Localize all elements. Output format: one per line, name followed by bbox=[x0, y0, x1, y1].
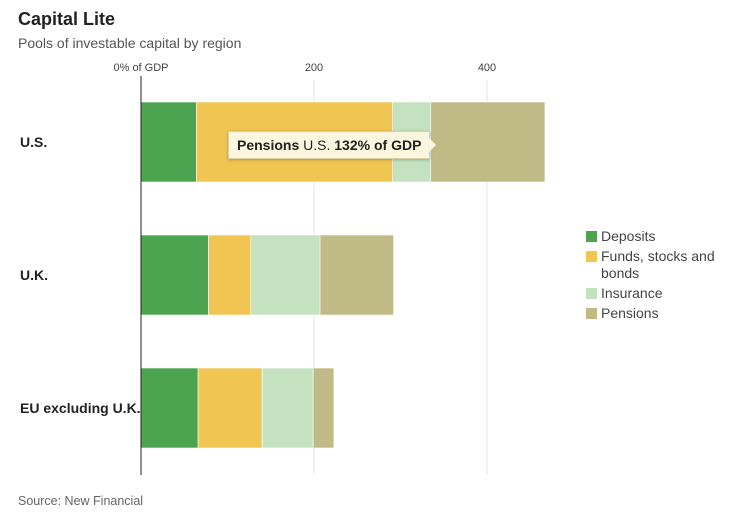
bar-pensions-2[interactable] bbox=[312, 367, 335, 449]
bar-funds-stocks-and-bonds-1[interactable] bbox=[208, 234, 252, 316]
legend-swatch bbox=[586, 308, 597, 319]
legend-swatch bbox=[586, 251, 597, 262]
legend-item: Pensions bbox=[586, 305, 726, 322]
x-tick-label: 200 bbox=[305, 62, 323, 74]
category-labels: U.S. U.K. EU excluding U.K. bbox=[20, 134, 141, 416]
bars bbox=[140, 101, 546, 449]
bar-pensions-0[interactable] bbox=[430, 101, 546, 183]
legend-label: Deposits bbox=[601, 228, 656, 244]
legend-item: Insurance bbox=[586, 285, 726, 302]
legend-label: Pensions bbox=[601, 305, 659, 321]
tooltip-value: 132% of GDP bbox=[334, 137, 422, 153]
legend: Deposits Funds, stocks and bonds Insurance… bbox=[586, 228, 726, 325]
chart-subtitle: Pools of investable capital by region bbox=[18, 35, 242, 51]
bar-deposits-1[interactable] bbox=[140, 234, 209, 316]
legend-item: Funds, stocks and bonds bbox=[586, 248, 726, 282]
x-tick-label: 400 bbox=[478, 62, 496, 74]
bar-deposits-2[interactable] bbox=[140, 367, 199, 449]
x-axis-ticks: 0% of GDP 200 400 bbox=[113, 62, 496, 74]
legend-swatch bbox=[586, 288, 597, 299]
source-note: Source: New Financial bbox=[18, 494, 144, 508]
category-label: U.S. bbox=[20, 134, 47, 150]
legend-label: Funds, stocks and bonds bbox=[601, 248, 715, 281]
legend-item: Deposits bbox=[586, 228, 726, 245]
bar-pensions-1[interactable] bbox=[319, 234, 394, 316]
bar-funds-stocks-and-bonds-2[interactable] bbox=[197, 367, 263, 449]
bar-deposits-0[interactable] bbox=[140, 101, 197, 183]
x-tick-label: 0% of GDP bbox=[113, 62, 168, 74]
tooltip-category: U.S. bbox=[303, 137, 331, 153]
tooltip-series: Pensions bbox=[237, 137, 300, 153]
category-label: U.K. bbox=[20, 267, 48, 283]
category-label: EU excluding U.K. bbox=[20, 400, 141, 416]
legend-label: Insurance bbox=[601, 285, 663, 301]
bar-insurance-2[interactable] bbox=[261, 367, 314, 449]
chart-title: Capital Lite bbox=[18, 9, 116, 29]
bar-insurance-1[interactable] bbox=[250, 234, 321, 316]
legend-swatch bbox=[586, 231, 597, 242]
hover-tooltip: Pensions U.S. 132% of GDP bbox=[228, 131, 437, 159]
